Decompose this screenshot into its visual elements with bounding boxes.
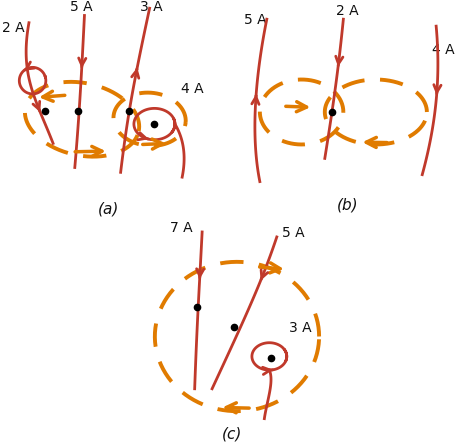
Text: 5 A: 5 A [70,0,93,13]
Text: 3 A: 3 A [288,320,311,335]
Text: 2 A: 2 A [2,22,25,35]
Text: (b): (b) [337,198,358,212]
Text: 7 A: 7 A [169,221,192,235]
Text: 5 A: 5 A [243,13,266,27]
Text: (c): (c) [221,426,242,442]
Text: (a): (a) [98,201,119,216]
Text: 4 A: 4 A [431,43,453,57]
Text: 2 A: 2 A [336,4,358,17]
Text: 4 A: 4 A [181,82,203,96]
Text: 3 A: 3 A [140,0,162,13]
Text: 5 A: 5 A [281,226,304,240]
